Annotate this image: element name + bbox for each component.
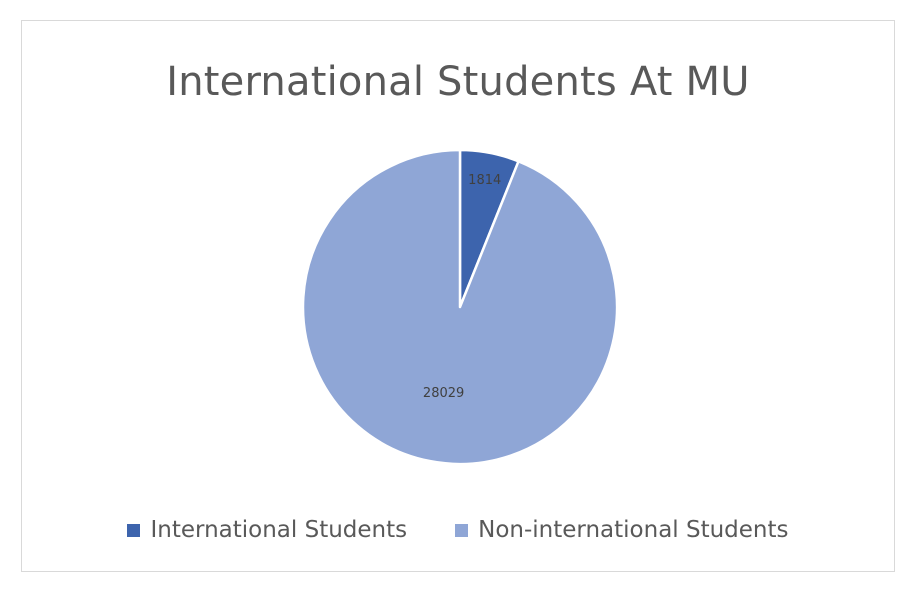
- pie-slice-non-international: [301, 148, 619, 466]
- data-label-international: 1814: [468, 173, 501, 188]
- legend: International Students Non-international…: [22, 517, 894, 543]
- chart-frame: International Students At MU 1814 28029 I…: [21, 20, 895, 572]
- legend-label-international: International Students: [150, 517, 408, 543]
- chart-title: International Students At MU: [166, 59, 750, 105]
- legend-item-international: International Students: [127, 517, 407, 543]
- legend-item-non-international: Non-international Students: [455, 517, 789, 543]
- legend-label-non-international: Non-international Students: [478, 517, 789, 543]
- data-label-non-international: 28029: [423, 386, 464, 401]
- pie-chart: 1814 28029: [301, 148, 619, 466]
- legend-swatch-international: [127, 523, 141, 537]
- legend-swatch-non-international: [455, 523, 469, 537]
